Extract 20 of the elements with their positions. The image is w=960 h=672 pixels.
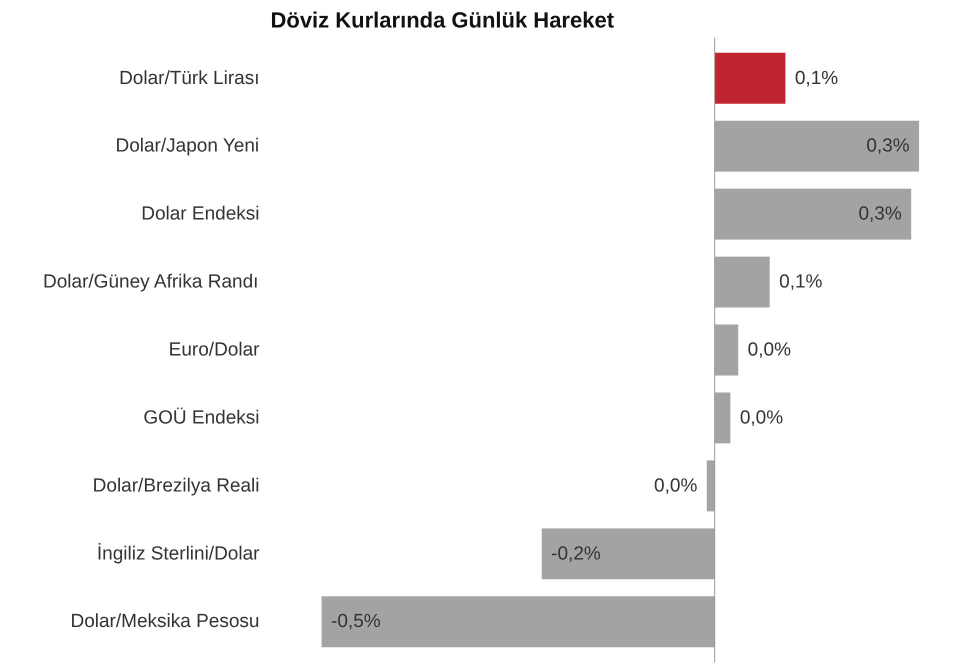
y-tick-label: Dolar Endeksi: [141, 204, 260, 225]
y-tick-label: GOÜ Endeksi: [143, 407, 260, 428]
bar: [714, 52, 786, 104]
data-label: -0,2%: [551, 543, 601, 564]
y-tick-label: İngiliz Sterlini/Dolar: [96, 542, 260, 564]
data-label: 0,0%: [748, 340, 792, 360]
y-tick-label: Euro/Dolar: [168, 340, 260, 360]
chart-title: Döviz Kurlarında Günlük Hareket: [270, 8, 615, 32]
y-tick-label: Dolar/Japon Yeni: [115, 136, 260, 157]
data-label: 0,1%: [794, 68, 838, 89]
data-label: 0,0%: [740, 407, 784, 428]
data-label: -0,5%: [331, 611, 381, 632]
y-tick-label: Dolar/Meksika Pesosu: [70, 611, 260, 632]
y-tick-label: Dolar/Brezilya Reali: [92, 475, 260, 496]
data-label: 0,0%: [654, 475, 698, 496]
data-label: 0,1%: [779, 272, 823, 293]
y-tick-label: Dolar/Güney Afrika Randı: [43, 272, 258, 293]
y-tick-label: Dolar/Türk Lirası: [119, 68, 260, 89]
data-label: 0,3%: [858, 204, 902, 225]
data-label: 0,3%: [866, 136, 910, 157]
